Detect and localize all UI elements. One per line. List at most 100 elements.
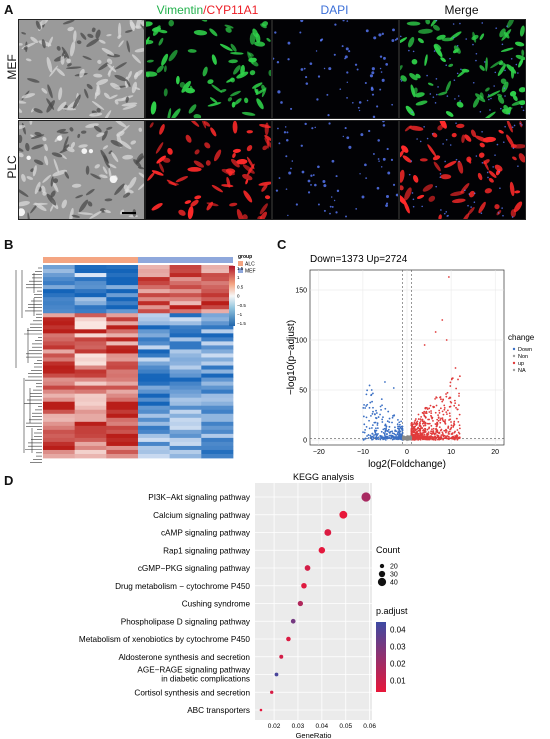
volcano-legend-dot-non <box>512 354 516 358</box>
kegg-point <box>318 547 326 554</box>
panel-b-label: B <box>4 237 14 252</box>
volcano-legend-dot-na <box>512 368 516 372</box>
kegg-dotplot: KEGG analysis PI3K−Akt signaling pathway C… <box>79 472 408 739</box>
vimentin-label: Vimentin <box>156 3 204 17</box>
kegg-size-legend-dot <box>377 577 387 587</box>
volcano-x-tick: −20 <box>313 449 325 456</box>
kegg-x-tick: 0.02 <box>268 723 281 730</box>
row-dendrogram <box>15 267 42 463</box>
kegg-x-tick: 0.05 <box>339 723 352 730</box>
kegg-term-label: Drug metabolism − cytochrome P450 <box>115 582 250 591</box>
kegg-point <box>339 510 348 519</box>
kegg-point <box>270 690 274 694</box>
group-bar-mef <box>138 257 233 263</box>
volcano-legend-label-down: Down <box>518 347 532 353</box>
panel-c-label: C <box>277 237 287 252</box>
kegg-term-label: ABC transporters <box>187 706 250 715</box>
kegg-point <box>286 636 291 642</box>
heatmap-legend-swatch-alc <box>238 261 243 266</box>
heatmap-scale-tick: 0 <box>237 294 240 299</box>
heatmap-legend-label-mef: MEF <box>245 269 256 275</box>
volcano-x-tick: −10 <box>357 449 369 456</box>
volcano-x-tick: 10 <box>447 449 455 456</box>
column-header-dapi: DAPI <box>320 3 349 17</box>
volcano-legend-label-na: NA <box>518 368 526 374</box>
kegg-point <box>259 708 263 712</box>
kegg-size-legend-label: 30 <box>390 572 398 579</box>
micrograph-vimentin-cyp11a1-mef <box>145 19 272 119</box>
kegg-term-label: Aldosterone synthesis and secretion <box>118 653 250 662</box>
panel-d-label: D <box>4 473 14 488</box>
column-header-merge: Merge <box>444 3 479 17</box>
kegg-term-label: in diabetic complications <box>161 675 250 684</box>
kegg-term-label: Metabolism of xenobiotics by cytochrome … <box>79 635 251 644</box>
kegg-x-label: GeneRatio <box>296 731 332 739</box>
volcano-legend-dot-up <box>512 361 516 365</box>
micrograph-dapi-plc <box>272 120 399 220</box>
kegg-term-label: PI3K−Akt signaling pathway <box>148 493 251 502</box>
micrograph-merge-mef <box>399 19 526 119</box>
kegg-term-label: Phospholipase D signaling pathway <box>121 617 251 626</box>
kegg-point <box>361 492 371 502</box>
kegg-size-legend-dot <box>379 563 385 569</box>
volcano-y-tick: 150 <box>295 288 307 295</box>
volcano-x-tick: 0 <box>405 449 409 456</box>
kegg-point <box>301 582 307 589</box>
kegg-point <box>297 600 304 607</box>
kegg-term-label: cGMP−PKG signaling pathway <box>138 564 251 573</box>
volcano-legend-dot-down <box>512 347 516 351</box>
volcano-y-tick: 100 <box>295 338 307 345</box>
volcano-legend-label-up: up <box>518 361 524 367</box>
row-label-plc: PLC <box>5 155 19 179</box>
kegg-size-legend-dot <box>378 570 386 578</box>
kegg-color-legend-tick: 0.04 <box>390 626 406 635</box>
heatmap-scale-tick: 1.5 <box>237 266 244 271</box>
heatmap-scale-tick: 1 <box>237 275 240 280</box>
volcano-x-label: log2(Foldchange) <box>368 459 446 470</box>
kegg-term-label: Cushing syndrome <box>182 600 251 609</box>
kegg-plot-area <box>255 483 372 720</box>
kegg-point <box>324 529 332 536</box>
heatmap-legend-swatch-mef <box>238 268 243 273</box>
heatmap-cells <box>43 265 234 459</box>
kegg-x-tick: 0.06 <box>363 723 376 730</box>
volcano-legend-title: change <box>508 333 535 342</box>
volcano-y-tick: 50 <box>299 388 307 395</box>
kegg-color-legend-tick: 0.03 <box>390 643 406 652</box>
volcano-plot: Down=1373 Up=2724 −20 −10 0 10 20 0 50 100 150 log… <box>286 254 535 470</box>
volcano-y-label: −log10(p−adjust) <box>286 320 297 395</box>
kegg-x-tick: 0.03 <box>292 723 305 730</box>
panel-a-label: A <box>4 2 14 17</box>
micrograph-dapi-mef <box>272 19 399 119</box>
micrograph-phase-contrast-mef <box>18 19 145 119</box>
kegg-term-label: cAMP signaling pathway <box>161 529 251 538</box>
volcano-points <box>362 276 461 441</box>
cyp11a1-label: /CYP11A1 <box>203 3 259 17</box>
volcano-y-tick: 0 <box>303 438 307 445</box>
heatmap-color-scale <box>229 266 235 326</box>
kegg-point <box>290 618 296 624</box>
group-bar-alc <box>43 257 138 263</box>
kegg-term-label: Cortisol synthesis and secretion <box>134 688 250 697</box>
heatmap-scale-tick: −0.5 <box>237 303 246 308</box>
kegg-color-legend-tick: 0.02 <box>390 660 406 669</box>
kegg-size-legend-label: 20 <box>390 564 398 571</box>
heatmap-scale-tick: 0.5 <box>237 284 244 289</box>
kegg-size-legend-label: 40 <box>390 580 398 587</box>
kegg-term-label: Calcium signaling pathway <box>153 511 251 520</box>
heatmap-scale-tick: −1.5 <box>237 321 246 326</box>
kegg-x-tick: 0.04 <box>316 723 329 730</box>
kegg-color-legend-tick: 0.01 <box>390 677 406 686</box>
kegg-point <box>279 654 284 659</box>
kegg-color-scale <box>376 622 386 692</box>
kegg-size-legend-title: Count <box>376 545 401 555</box>
kegg-color-legend-title: p.adjust <box>376 606 408 616</box>
volcano-legend-label-non: Non <box>518 354 528 360</box>
kegg-point <box>274 672 279 677</box>
heatmap-legend-label-alc: ALC <box>245 262 255 268</box>
kegg-term-label: Rap1 signaling pathway <box>163 546 251 555</box>
kegg-term-label: AGE−RAGE signaling pathway <box>137 666 251 675</box>
kegg-title: KEGG analysis <box>293 472 355 482</box>
row-label-mef: MEF <box>5 54 19 80</box>
